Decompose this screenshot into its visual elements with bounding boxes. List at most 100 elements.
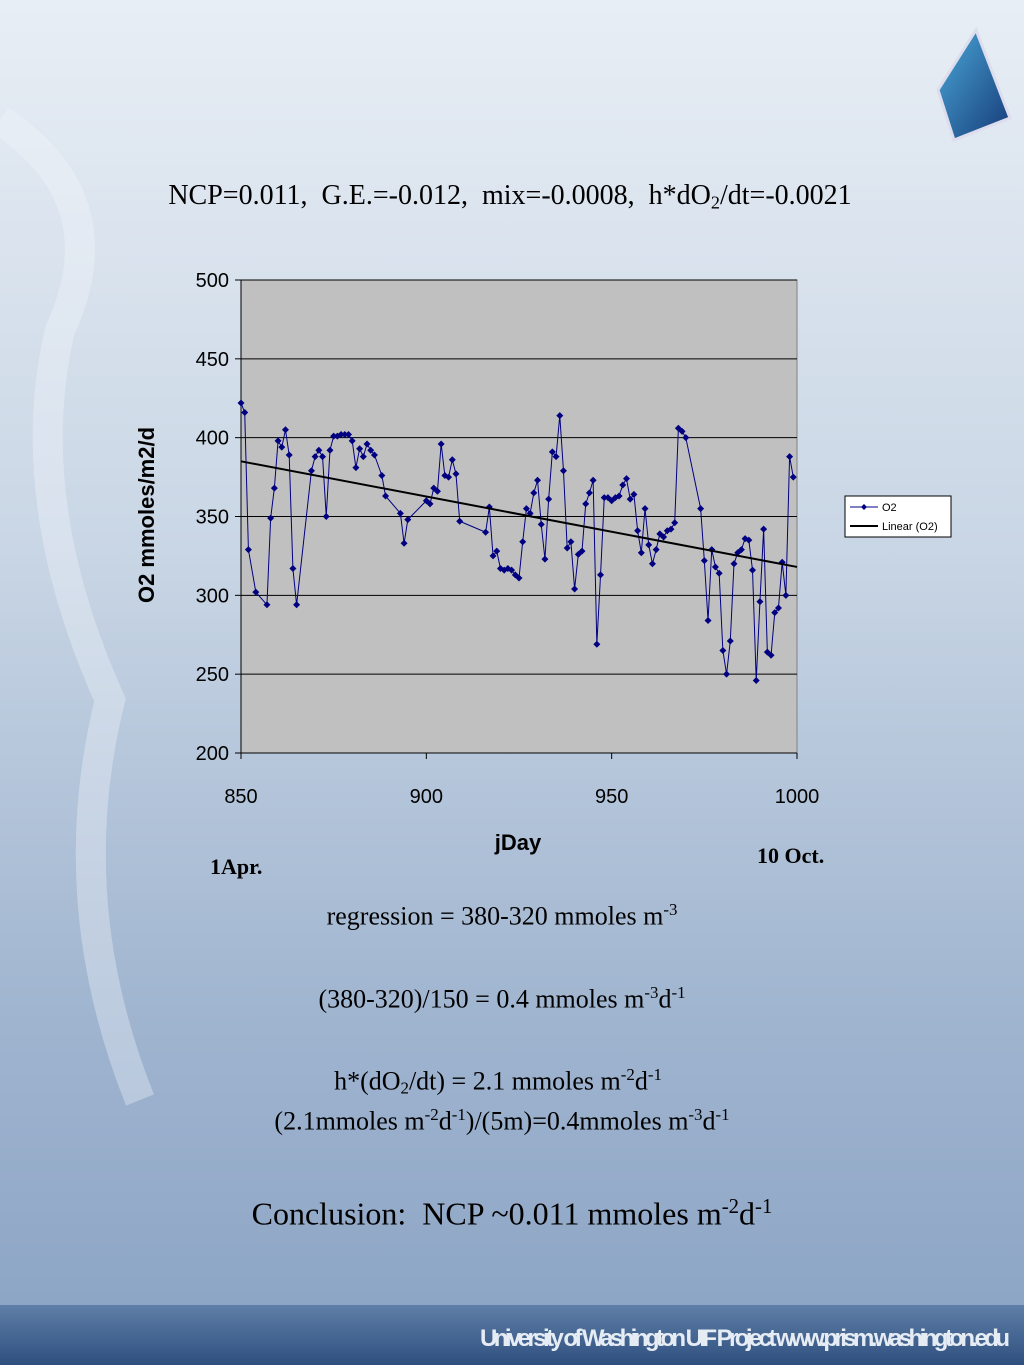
marker xyxy=(582,500,590,508)
marker xyxy=(437,440,445,448)
title: NCP=0.011, G.E.=-0.012, mix=-0.0008, h*d… xyxy=(0,180,1022,214)
marker xyxy=(293,601,301,609)
marker xyxy=(697,505,705,513)
marker xyxy=(307,467,315,475)
marker xyxy=(782,591,790,599)
chart: 200 250 300 350 400 450 500 850 900 950 1000 jDay O2… xyxy=(134,270,952,855)
marker xyxy=(711,563,719,571)
text-run: 2 xyxy=(400,1078,409,1098)
marker xyxy=(452,470,460,478)
marker xyxy=(426,500,434,508)
text-run: -2 xyxy=(721,1195,740,1218)
text-run: h*(dO xyxy=(334,1066,401,1096)
marker xyxy=(700,557,708,565)
marker xyxy=(315,446,323,454)
marker xyxy=(719,647,727,655)
marker xyxy=(752,676,760,684)
text-run: d xyxy=(739,1195,756,1232)
y-tick-label: 450 xyxy=(196,349,229,371)
text-run: -1 xyxy=(755,1195,773,1218)
marker xyxy=(704,617,712,625)
marker xyxy=(348,437,356,445)
marker xyxy=(322,513,330,520)
marker xyxy=(641,505,649,513)
text-run: -1 xyxy=(451,1105,466,1124)
marker xyxy=(619,481,627,489)
x-tick-label: 950 xyxy=(595,786,628,808)
marker xyxy=(552,453,560,461)
marker xyxy=(404,516,412,524)
text-run: 2 xyxy=(710,192,720,213)
marker xyxy=(456,517,464,525)
footer: University of Washington UIF Project www… xyxy=(480,1325,1010,1352)
marker xyxy=(671,519,679,527)
marker xyxy=(660,533,668,541)
marker xyxy=(482,528,490,536)
note-line: (380-320)/150 = 0.4 mmoles m-3d-1 xyxy=(0,983,1014,1014)
marker xyxy=(359,453,367,461)
text-run: -1 xyxy=(647,1065,662,1084)
marker xyxy=(237,399,245,407)
note-line: regression = 380-320 mmoles m-3 xyxy=(0,900,1014,931)
marker xyxy=(252,588,260,596)
marker xyxy=(541,555,549,563)
text-run: NCP=0.011, G.E.=-0.012, mix=-0.0008, h*d… xyxy=(168,180,711,211)
marker xyxy=(626,495,634,503)
marker xyxy=(274,437,282,445)
annotation: 10 Oct. xyxy=(757,843,825,868)
y-tick-label: 250 xyxy=(196,664,229,686)
marker xyxy=(567,538,575,546)
marker xyxy=(352,464,360,472)
marker xyxy=(433,487,441,495)
text-run: d xyxy=(634,1066,648,1096)
marker xyxy=(263,601,271,609)
footer-band xyxy=(0,1305,1024,1365)
marker xyxy=(723,670,731,678)
marker xyxy=(489,552,497,560)
marker xyxy=(285,451,293,459)
logo xyxy=(936,26,1012,142)
text-run: d xyxy=(658,984,672,1014)
marker xyxy=(241,408,249,416)
marker xyxy=(786,453,794,461)
text-run: -3 xyxy=(663,900,678,919)
marker xyxy=(530,489,538,497)
map-shape xyxy=(0,107,154,1106)
marker xyxy=(652,546,660,554)
marker xyxy=(715,569,723,577)
text-run: -3 xyxy=(688,1105,703,1124)
marker xyxy=(645,541,653,549)
marker xyxy=(789,473,797,481)
marker xyxy=(515,574,523,582)
marker xyxy=(326,446,334,454)
marker xyxy=(637,549,645,557)
y-tick-label: 200 xyxy=(196,743,229,765)
marker xyxy=(445,473,453,481)
marker xyxy=(745,536,753,544)
text-run: -2 xyxy=(620,1065,635,1084)
marker xyxy=(559,467,567,475)
marker xyxy=(634,527,642,535)
y-tick-label: 400 xyxy=(196,428,229,450)
x-tick-label: 900 xyxy=(410,786,443,808)
marker xyxy=(508,566,516,574)
marker xyxy=(382,492,390,500)
text-run: -1 xyxy=(671,983,686,1002)
y-tick-label: 350 xyxy=(196,507,229,529)
marker xyxy=(344,431,352,439)
marker xyxy=(270,484,278,492)
marker xyxy=(771,609,779,617)
annotation: 1Apr. xyxy=(210,854,263,879)
x-tick-label: 1000 xyxy=(775,786,820,808)
marker xyxy=(678,427,686,435)
marker xyxy=(448,456,456,464)
marker xyxy=(363,440,371,448)
text-run: regression = 380-320 mmoles m xyxy=(326,901,664,931)
marker xyxy=(585,489,593,497)
marker xyxy=(281,426,289,434)
marker xyxy=(341,431,349,439)
text-run: -1 xyxy=(715,1105,730,1124)
marker xyxy=(378,472,386,480)
marker xyxy=(548,448,556,456)
